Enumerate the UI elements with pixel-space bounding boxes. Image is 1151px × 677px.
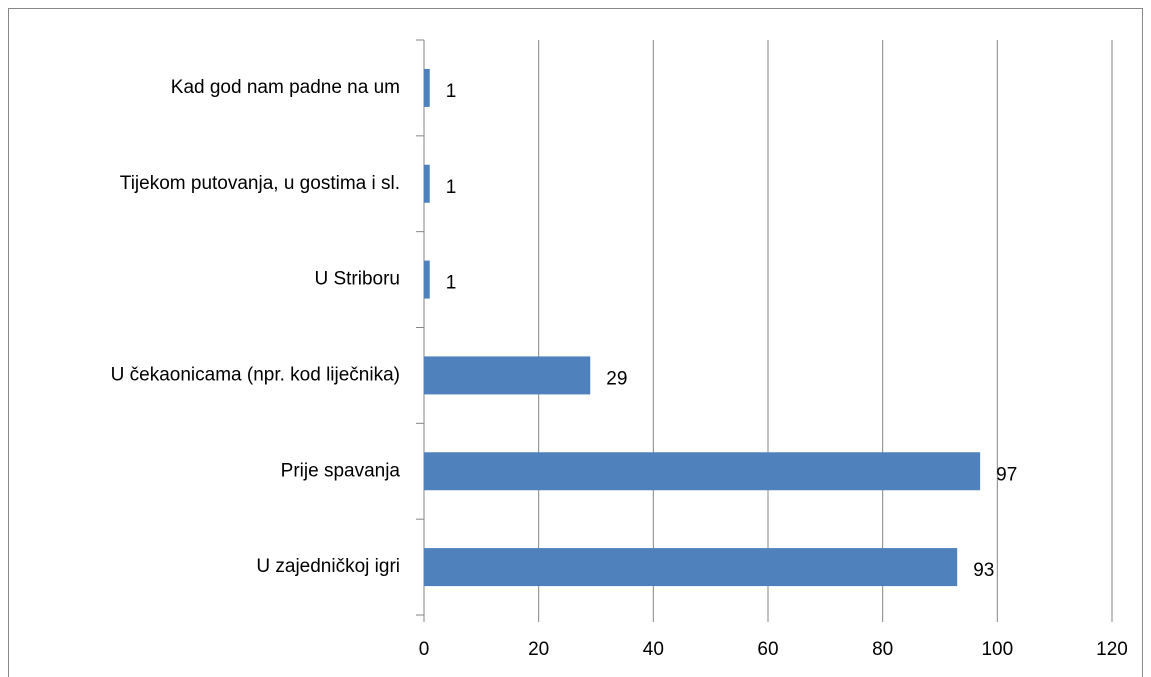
y-tick-label: Tijekom putovanja, u gostima i sl. bbox=[120, 173, 400, 194]
bar bbox=[424, 68, 430, 107]
data-label: 29 bbox=[606, 368, 627, 389]
bar bbox=[424, 356, 591, 395]
y-tick-label: U čekaonicama (npr. kod liječnika) bbox=[111, 364, 400, 385]
data-label: 97 bbox=[996, 464, 1017, 485]
x-tick-label: 0 bbox=[419, 639, 430, 660]
data-label: 1 bbox=[446, 273, 457, 294]
data-label: 1 bbox=[446, 81, 457, 102]
bar bbox=[424, 452, 981, 491]
bar bbox=[424, 548, 958, 587]
x-tick-label: 60 bbox=[757, 639, 778, 660]
y-tick-label: U Striboru bbox=[314, 269, 400, 290]
data-label: 1 bbox=[446, 177, 457, 198]
y-tick-label: Kad god nam padne na um bbox=[171, 77, 400, 98]
x-tick-label: 40 bbox=[643, 639, 664, 660]
x-tick-label: 80 bbox=[872, 639, 893, 660]
x-tick-label: 20 bbox=[528, 639, 549, 660]
x-tick-label: 120 bbox=[1096, 639, 1128, 660]
data-label: 93 bbox=[973, 560, 994, 581]
y-tick-label: Prije spavanja bbox=[281, 460, 401, 481]
y-tick-label: U zajedničkoj igri bbox=[256, 556, 400, 577]
bar bbox=[424, 260, 430, 299]
bar bbox=[424, 164, 430, 203]
x-tick-label: 100 bbox=[981, 639, 1013, 660]
